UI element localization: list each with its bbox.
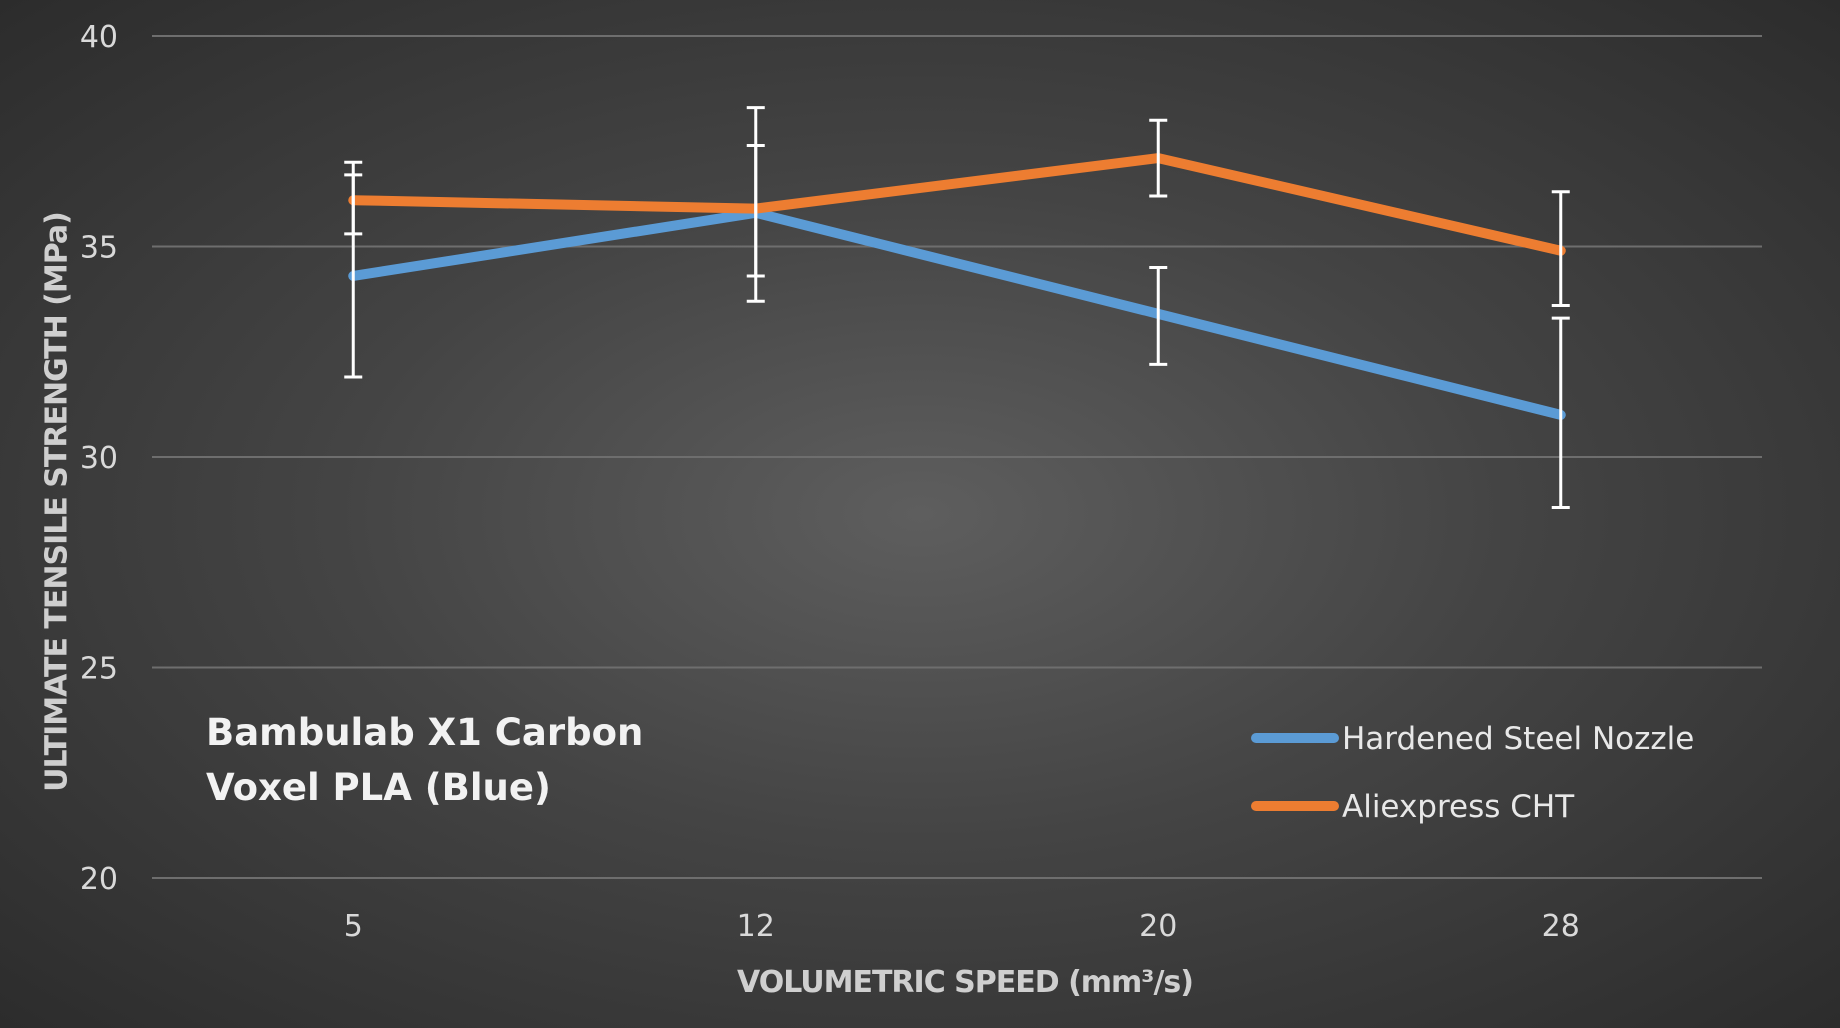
x-axis-title: VOLUMETRIC SPEED (mm³/s): [737, 965, 1193, 1000]
x-tick-label: 5: [344, 909, 363, 944]
legend: Hardened Steel Nozzle Aliexpress CHT: [1251, 721, 1694, 825]
legend-label-1: Aliexpress CHT: [1342, 789, 1575, 825]
x-tick-label: 12: [737, 909, 775, 944]
y-tick-label: 25: [80, 652, 118, 687]
y-tick-label: 30: [80, 441, 118, 476]
error-bar: [1551, 316, 1570, 510]
series-line-0: [348, 207, 1566, 420]
x-axis-ticks: 5 12 20 28: [344, 909, 1580, 944]
y-tick-label: 35: [80, 231, 118, 266]
error-bar: [1551, 190, 1570, 307]
y-tick-label: 40: [80, 20, 118, 55]
error-bar: [1149, 266, 1168, 366]
x-tick-label: 20: [1139, 909, 1177, 944]
error-bars: [344, 106, 1570, 510]
legend-label-0: Hardened Steel Nozzle: [1342, 721, 1694, 757]
error-bar: [746, 106, 765, 303]
grid-layer: [152, 35, 1762, 879]
annotation-line-2: Voxel PLA (Blue): [206, 766, 551, 809]
annotation-line-1: Bambulab X1 Carbon: [206, 711, 643, 754]
y-axis-title: ULTIMATE TENSILE STRENGTH (MPa): [40, 212, 75, 792]
y-axis-ticks: 20 25 30 35 40: [80, 20, 118, 897]
series-layer: [348, 153, 1566, 420]
series-line-1: [348, 153, 1566, 256]
error-bar: [344, 160, 363, 236]
x-tick-label: 28: [1542, 909, 1580, 944]
error-bar: [1149, 118, 1168, 198]
y-tick-label: 20: [80, 862, 118, 897]
